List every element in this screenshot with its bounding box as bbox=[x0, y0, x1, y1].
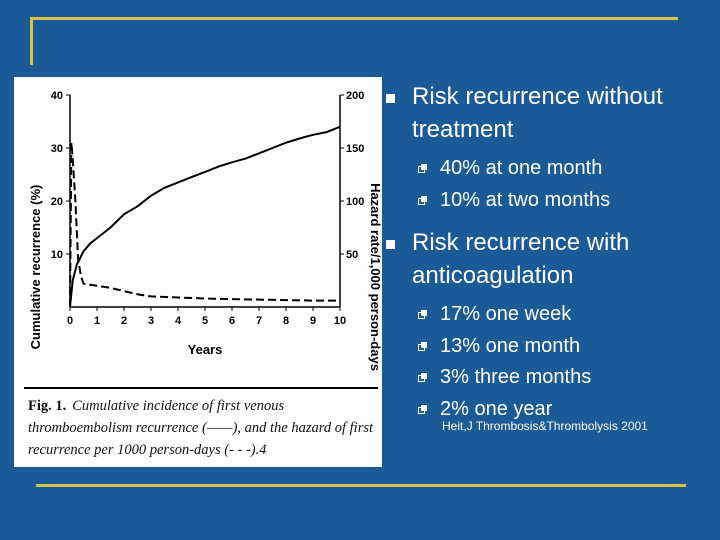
sub-bullet-item: 13% one month bbox=[384, 331, 714, 363]
x-tick-label: 1 bbox=[94, 315, 100, 327]
y-axis-label: Cumulative recurrence (%) bbox=[28, 185, 43, 350]
x-tick-label: 10 bbox=[334, 315, 346, 327]
y-tick-label: 40 bbox=[51, 90, 63, 102]
bullet-text: Risk recurrence without treatment bbox=[412, 83, 663, 143]
x-tick-label: 8 bbox=[283, 315, 289, 327]
y-tick-label: 20 bbox=[51, 196, 63, 208]
sub-bullet-text: 40% at one month bbox=[440, 157, 603, 179]
bottom-accent-line bbox=[36, 484, 686, 487]
sub-bullet-list: 17% one week 13% one month 3% three mont… bbox=[384, 299, 714, 425]
left-accent-line bbox=[30, 17, 33, 65]
checkbox-bullet-icon bbox=[418, 164, 427, 173]
sub-bullet-item: 17% one week bbox=[384, 299, 714, 331]
sub-bullet-text: 17% one week bbox=[440, 303, 572, 325]
checkbox-bullet-icon bbox=[418, 310, 427, 319]
y-tick-label: 30 bbox=[51, 143, 63, 155]
caption-label: Fig. 1. bbox=[28, 398, 67, 414]
checkbox-bullet-icon bbox=[418, 341, 427, 351]
sub-bullet-item: 10% at two months bbox=[384, 185, 714, 217]
square-bullet-icon bbox=[386, 240, 395, 249]
sub-bullet-text: 10% at two months bbox=[440, 188, 611, 211]
x-tick-label: 3 bbox=[148, 315, 154, 327]
hazard-rate-line bbox=[69, 142, 340, 308]
x-tick-label: 6 bbox=[229, 315, 235, 327]
x-tick-label: 5 bbox=[202, 315, 208, 327]
x-tick-label: 9 bbox=[310, 315, 316, 327]
sub-bullet-item: 40% at one month bbox=[384, 153, 714, 185]
bullet-item: Risk recurrence with anticoagulation bbox=[384, 226, 714, 292]
x-tick-label: 4 bbox=[175, 315, 182, 327]
chart-ticks: 0 1 2 3 4 5 6 7 8 9 10 10 20 30 40 50 100 150 200 bbox=[51, 90, 365, 327]
checkbox-bullet-icon bbox=[418, 195, 427, 205]
caption-text: Cumulative incidence of first venous thr… bbox=[28, 398, 374, 458]
sub-bullet-item: 2% one year bbox=[384, 394, 714, 426]
x-tick-label: 2 bbox=[121, 315, 127, 327]
chart-series bbox=[69, 125, 341, 308]
checkbox-bullet-icon bbox=[418, 373, 427, 382]
checkbox-bullet-icon bbox=[418, 404, 427, 414]
bullet-item: Risk recurrence without treatment bbox=[384, 80, 714, 146]
chart-svg: 0 1 2 3 4 5 6 7 8 9 10 10 20 30 40 50 100 150 200 Cumulati… bbox=[28, 90, 382, 371]
sub-bullet-list: 40% at one month 10% at two months bbox=[384, 153, 714, 216]
sub-bullet-text: 3% three months bbox=[440, 366, 592, 388]
sub-bullet-text: 13% one month bbox=[440, 334, 581, 357]
figure-panel: 0 1 2 3 4 5 6 7 8 9 10 10 20 30 40 50 100 150 200 Cumulati… bbox=[14, 77, 382, 467]
citation: Heit,J Thrombosis&Thrombolysis 2001 bbox=[442, 419, 648, 433]
x-axis-label: Years bbox=[188, 342, 223, 357]
sub-bullet-item: 3% three months bbox=[384, 362, 714, 394]
y-right-tick-label: 200 bbox=[346, 90, 364, 102]
bullet-list: Risk recurrence without treatment 40% at… bbox=[384, 80, 714, 435]
bullet-text: Risk recurrence with anticoagulation bbox=[412, 229, 630, 289]
chart-axes bbox=[69, 95, 341, 308]
y-right-tick-label: 100 bbox=[346, 196, 364, 208]
y-tick-label: 10 bbox=[51, 249, 63, 261]
y-axis-right-label: Hazard rate/1,000 person-days bbox=[368, 183, 382, 371]
y-right-tick-label: 50 bbox=[346, 249, 358, 261]
square-bullet-icon bbox=[386, 94, 395, 103]
x-tick-label: 0 bbox=[67, 315, 73, 327]
cumulative-recurrence-line bbox=[69, 125, 341, 308]
x-tick-label: 7 bbox=[256, 315, 262, 327]
top-accent-line bbox=[30, 17, 678, 20]
caption-rule bbox=[24, 387, 378, 389]
figure-caption: Fig. 1. Cumulative incidence of first ven… bbox=[28, 395, 378, 461]
y-right-tick-label: 150 bbox=[346, 143, 364, 155]
sub-bullet-text: 2% one year bbox=[440, 397, 553, 420]
